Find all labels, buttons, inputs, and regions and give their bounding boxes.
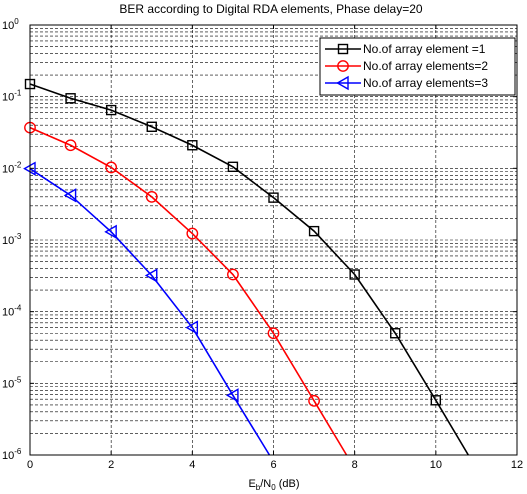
series-2	[24, 121, 348, 456]
x-tick-label-5: 10	[430, 459, 442, 471]
series-1-point-1	[65, 93, 76, 104]
series-3-point-1	[63, 188, 77, 203]
series-3-point-2	[104, 224, 117, 240]
x-tick-label-0: 0	[27, 459, 33, 471]
series-2-point-1	[64, 139, 77, 152]
series-group	[23, 78, 469, 456]
series-3-point-3	[144, 268, 158, 283]
series-1-point-8	[349, 269, 360, 280]
series-line-3	[29, 167, 271, 456]
series-2-point-3	[145, 190, 158, 203]
y-tick-label-0: 100	[2, 17, 19, 32]
series-2-point-4	[186, 227, 199, 240]
series-1-point-10	[430, 395, 442, 406]
x-axis-label: Eb/N0 (dB)	[248, 478, 299, 492]
series-line-1	[29, 83, 469, 456]
x-tick-label-6: 12	[511, 459, 523, 471]
series-1-point-3	[146, 121, 157, 132]
legend-label-1: No.of array element =1	[363, 42, 486, 56]
x-tick-label-2: 4	[189, 459, 195, 471]
x-tick-label-4: 8	[352, 459, 358, 471]
y-tick-label-1: 10-1	[2, 89, 22, 104]
legend-label-3: No.of array elements=3	[363, 76, 488, 90]
legend-marker-1	[337, 43, 349, 55]
series-1-point-4	[187, 140, 198, 151]
series-1-point-9	[390, 328, 401, 339]
legend: No.of array element =1 No.of array elemen…	[319, 37, 516, 96]
series-1-point-2	[105, 104, 117, 116]
series-2-point-2	[105, 161, 118, 174]
series-line-2	[29, 126, 348, 456]
legend-marker-3	[336, 75, 349, 91]
series-3-point-5	[226, 388, 239, 403]
series-3-point-4	[185, 320, 199, 335]
y-tick-label-2: 10-2	[2, 160, 22, 175]
y-tick-label-6: 10-6	[2, 447, 22, 462]
series-2-point-5	[227, 268, 239, 281]
series-1-point-7	[308, 225, 320, 237]
series-1-point-5	[227, 161, 239, 173]
tick-group: 0 2 4 6 8 10 12 100 10-1 10-2 10-3 10-4 10-5 10-6	[2, 17, 523, 471]
legend-label-2: No.of array elements=2	[363, 59, 488, 73]
legend-marker-2	[337, 60, 349, 72]
chart-title: BER according to Digital RDA elements, P…	[119, 2, 422, 16]
series-2-point-7	[308, 394, 320, 407]
x-tick-label-1: 2	[108, 459, 114, 471]
y-tick-label-4: 10-4	[2, 304, 22, 319]
series-1-point-6	[268, 192, 279, 203]
x-tick-label-3: 6	[270, 459, 276, 471]
y-tick-label-5: 10-5	[2, 375, 22, 390]
series-2-point-6	[267, 327, 280, 340]
y-tick-label-3: 10-3	[2, 232, 22, 247]
